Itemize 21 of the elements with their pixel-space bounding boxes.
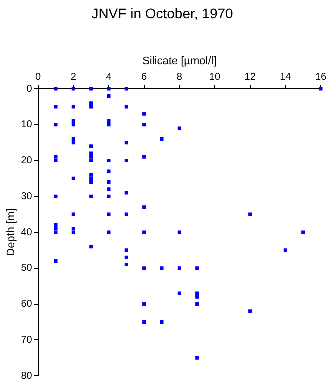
x-tick-label: 2 [70, 72, 77, 83]
y-tick-label: 10 [21, 120, 33, 131]
y-tick-label: 40 [21, 227, 33, 238]
x-axis-title: Silicate [µmol/l] [142, 55, 217, 68]
x-tick-label: 10 [209, 72, 221, 83]
y-tick-label: 30 [21, 191, 33, 202]
x-tick-label: 4 [106, 72, 112, 83]
x-tick-label: 14 [280, 72, 292, 83]
x-tick-label: 16 [315, 72, 327, 83]
x-tick-label: 8 [176, 72, 183, 83]
y-tick-label: 0 [26, 84, 33, 95]
chart-title: JNVF in October, 1970 [92, 5, 234, 22]
y-tick-label: 20 [21, 156, 33, 166]
x-tick-label: 6 [142, 72, 148, 83]
x-tick-label: 0 [36, 72, 42, 83]
y-axis-title: Depth [m] [6, 208, 18, 256]
y-tick-label: 50 [21, 263, 33, 274]
y-tick-label: 70 [21, 334, 33, 346]
y-tick-label: 60 [21, 299, 33, 310]
y-tick-label: 80 [21, 370, 33, 382]
x-tick-label: 12 [244, 72, 256, 83]
